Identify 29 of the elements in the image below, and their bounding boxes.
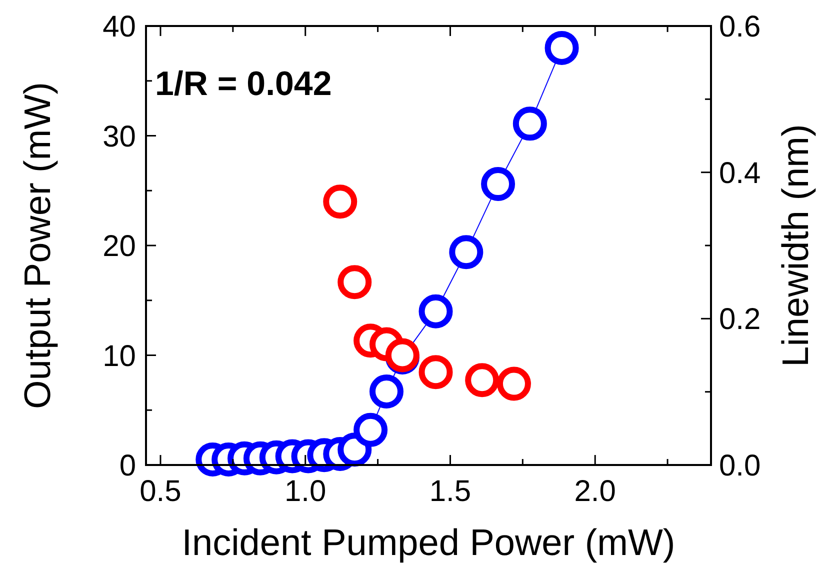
point — [449, 235, 484, 270]
point — [496, 366, 531, 401]
x-tick-label: 1.0 — [284, 475, 326, 508]
y-tick-label: 0 — [119, 450, 136, 482]
y2-tick-label: 0.6 — [719, 10, 761, 44]
y-tick-label: 40 — [102, 10, 136, 44]
x-tick-label: 0.5 — [140, 475, 182, 508]
y2-tick-label: 0.4 — [719, 156, 761, 190]
point — [338, 265, 372, 300]
y2-tick-label: 0.0 — [719, 450, 761, 482]
y2-tick-label: 0.2 — [719, 303, 761, 336]
y-tick-label: 30 — [102, 120, 136, 154]
point — [418, 355, 453, 390]
x-tick-label: 2.0 — [574, 475, 616, 508]
point — [354, 412, 388, 447]
point — [465, 363, 500, 398]
x-tick-label: 1.5 — [429, 475, 472, 508]
point — [481, 167, 516, 202]
point — [544, 30, 579, 65]
y2-axis-title: Linewidth (nm) — [775, 124, 816, 367]
y-tick-label: 10 — [102, 340, 136, 373]
annotation: 1/R = 0.042 — [155, 65, 332, 103]
point — [512, 106, 547, 141]
y-axis-title: Output Power (mW) — [17, 82, 58, 409]
point — [323, 184, 358, 219]
y-tick-label: 20 — [102, 230, 136, 263]
point — [369, 374, 404, 408]
x-axis-title: Incident Pumped Power (mW) — [182, 522, 676, 563]
point — [418, 294, 453, 328]
